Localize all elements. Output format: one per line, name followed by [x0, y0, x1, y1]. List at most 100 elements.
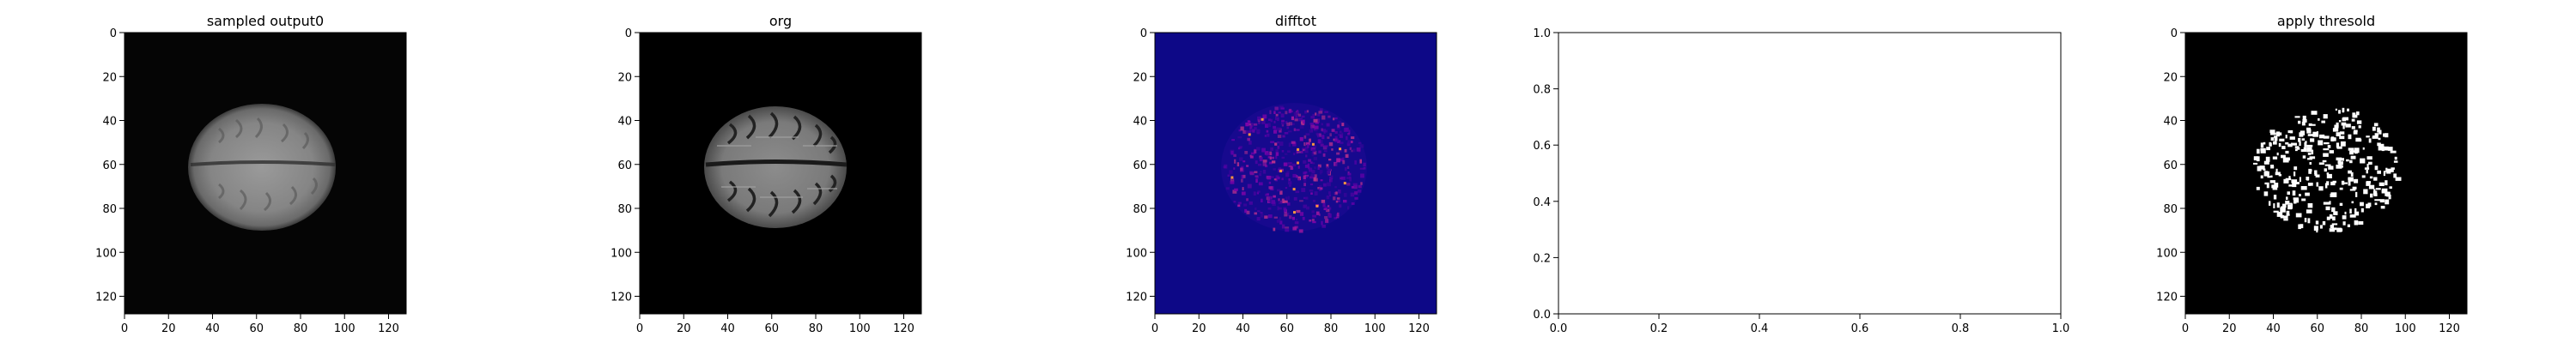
threshold-speckle: [2323, 148, 2330, 151]
threshold-speckle: [2354, 129, 2358, 133]
y-tick-label: 0: [1140, 27, 1147, 40]
diff-speckle: [1258, 163, 1262, 166]
y-tick-label: 80: [2163, 203, 2178, 216]
threshold-speckle: [2379, 182, 2385, 186]
diff-speckle: [1326, 196, 1330, 200]
threshold-speckle: [2330, 225, 2334, 228]
diff-speckle: [1303, 183, 1306, 187]
diff-speckle: [1327, 182, 1331, 187]
threshold-speckle: [2336, 165, 2342, 169]
diff-speckle: [1285, 111, 1288, 115]
diff-hotspot: [1339, 147, 1342, 151]
diff-speckle: [1334, 186, 1337, 189]
y-tick-label: 40: [102, 116, 117, 129]
diff-speckle: [1336, 152, 1340, 155]
diff-speckle: [1274, 106, 1279, 111]
diff-speckle: [1313, 118, 1318, 123]
diff-speckle: [1359, 167, 1364, 170]
diff-speckle: [1262, 159, 1267, 163]
diff-speckle: [1255, 147, 1261, 151]
diff-speckle: [1291, 123, 1295, 125]
threshold-speckle: [2315, 174, 2320, 178]
diff-speckle: [1302, 216, 1305, 220]
threshold-speckle: [2270, 175, 2273, 178]
diff-speckle: [1322, 202, 1326, 208]
diff-speckle: [1360, 182, 1363, 185]
threshold-speckle: [2285, 141, 2289, 145]
threshold-speckle: [2306, 147, 2312, 153]
diff-speckle: [1242, 160, 1246, 163]
threshold-speckle: [2285, 150, 2289, 154]
diff-speckle: [1309, 129, 1314, 133]
threshold-speckle: [2306, 129, 2312, 134]
x-tick-label: 0.6: [1851, 322, 1869, 335]
diff-speckle: [1264, 135, 1267, 137]
diff-speckle: [1249, 123, 1253, 126]
diff-speckle: [1359, 144, 1364, 148]
x-tick-label: 20: [2222, 322, 2237, 335]
diff-speckle: [1303, 204, 1308, 208]
threshold-speckle: [2257, 148, 2260, 154]
threshold-speckle: [2298, 224, 2301, 230]
diff-speckle: [1279, 217, 1281, 220]
threshold-speckle: [2383, 133, 2386, 137]
threshold-speckle: [2286, 196, 2288, 200]
diff-speckle: [1334, 130, 1338, 134]
diff-speckle: [1340, 158, 1344, 162]
diff-speckle: [1249, 121, 1251, 125]
threshold-speckle: [2278, 174, 2281, 177]
diff-speckle: [1278, 207, 1282, 210]
diff-speckle: [1293, 128, 1297, 131]
threshold-speckle: [2388, 169, 2394, 172]
diff-speckle: [1281, 198, 1285, 202]
threshold-speckle: [2283, 178, 2289, 184]
threshold-speckle: [2377, 142, 2381, 147]
diff-speckle: [1275, 155, 1278, 159]
diff-speckle: [1316, 133, 1321, 136]
diff-speckle: [1354, 159, 1357, 165]
diff-speckle: [1351, 136, 1355, 140]
diff-speckle: [1279, 128, 1282, 133]
diff-speckle: [1239, 157, 1243, 161]
diff-speckle: [1241, 175, 1244, 179]
threshold-speckle: [2326, 181, 2330, 186]
threshold-speckle: [2322, 221, 2326, 226]
diff-speckle: [1310, 173, 1315, 178]
diff-speckle: [1338, 190, 1341, 194]
threshold-speckle: [2288, 184, 2294, 187]
diff-speckle: [1312, 149, 1316, 153]
diff-speckle: [1294, 221, 1299, 225]
threshold-speckle: [2348, 147, 2354, 151]
threshold-speckle: [2373, 123, 2379, 127]
x-tick-label: 0: [2182, 322, 2189, 335]
diff-speckle: [1277, 117, 1279, 122]
x-tick-label: 20: [677, 322, 691, 335]
x-tick-label: 100: [849, 322, 871, 335]
threshold-speckle: [2260, 175, 2263, 179]
threshold-speckle: [2366, 163, 2369, 169]
diff-speckle: [1254, 149, 1257, 153]
diff-speckle: [1312, 199, 1316, 202]
threshold-speckles: [2253, 107, 2402, 233]
threshold-speckle: [2366, 170, 2368, 174]
diff-speckle: [1275, 113, 1279, 117]
diff-speckle: [1298, 229, 1303, 233]
threshold-speckle: [2299, 132, 2304, 137]
threshold-speckle: [2342, 215, 2347, 220]
diff-speckle: [1273, 129, 1278, 134]
diff-speckle: [1229, 170, 1233, 175]
diff-speckle: [1234, 159, 1236, 164]
diff-speckle: [1333, 117, 1335, 121]
diff-speckle: [1299, 136, 1303, 141]
diff-speckle: [1261, 120, 1266, 124]
diff-speckle: [1335, 191, 1338, 195]
diff-speckle: [1329, 133, 1332, 137]
diff-speckle: [1255, 175, 1259, 178]
diff-speckle: [1244, 208, 1247, 214]
diff-speckle: [1264, 151, 1269, 155]
diff-speckle: [1249, 201, 1253, 205]
x-tick-label: 0: [636, 322, 643, 335]
threshold-speckle: [2318, 162, 2324, 165]
diff-speckle: [1295, 190, 1300, 194]
panel-title: sampled output0: [207, 13, 324, 29]
